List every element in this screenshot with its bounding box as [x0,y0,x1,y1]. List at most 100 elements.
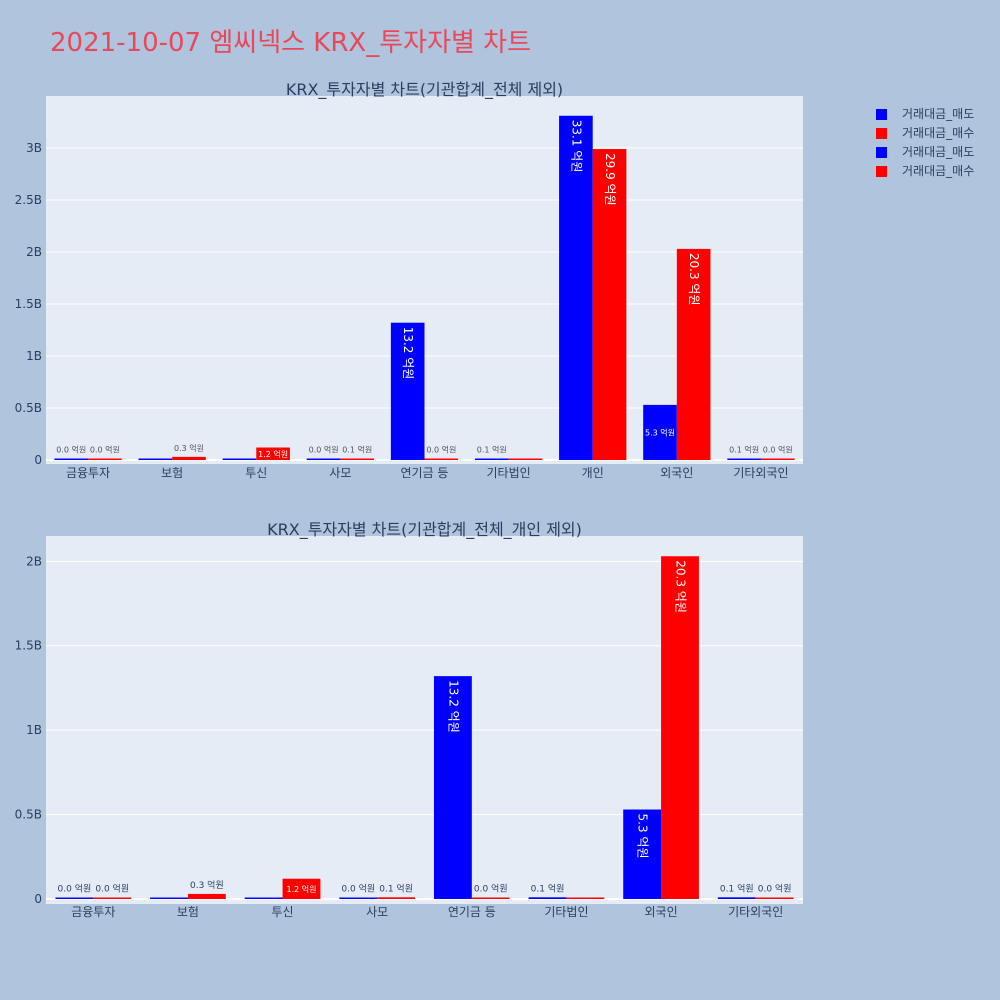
x-tick-label: 외국인 [645,905,678,919]
bar-sell [54,458,89,460]
x-tick-label: 기타외국인 [728,905,783,919]
bar-sell [559,115,593,460]
bar-buy [377,897,416,899]
bar-buy [282,878,321,899]
x-tick-label: 투신 [245,466,267,480]
y-tick-label: 1.5B [15,639,42,653]
bar-sell [433,676,472,899]
x-tick-label: 외국인 [660,466,693,480]
bar-sell [306,458,341,460]
y-tick-label: 2B [26,554,42,568]
data-label: 29.9 억원 [603,153,617,206]
y-tick-label: 0.5B [15,808,42,822]
bar-buy [256,447,290,460]
data-label: 0.1 억원 [379,882,413,894]
data-label: 0.1 억원 [342,445,372,455]
data-label: 5.3 억원 [636,814,650,859]
x-tick-label: 금융투자 [66,466,110,480]
bar-buy [172,456,206,460]
legend-swatch [876,147,887,158]
bar-sell [474,458,509,460]
chart-title: KRX_투자자별 차트(기관합계_전체_개인 제외) [267,520,582,540]
data-label: 0.0 억원 [758,883,792,895]
bar-sell [727,458,761,460]
bar-buy [661,556,699,899]
data-label: 33.1 억원 [569,120,583,173]
legend-label: 거래대금_매도 [902,145,974,159]
bar-sell [55,897,94,899]
data-label: 0.1 억원 [531,882,565,894]
data-label: 0.0 억원 [763,445,793,455]
bar-sell [339,897,378,899]
data-label: 0.1 억원 [729,445,759,455]
data-label: 0.3 억원 [174,443,204,453]
x-tick-label: 개인 [582,466,604,480]
bar-buy [471,897,510,899]
legend-swatch [876,128,887,139]
x-tick-label: 기타법인 [487,466,531,480]
data-label: 0.0 억원 [95,883,129,895]
data-label: 0.0 억원 [426,445,456,455]
y-tick-label: 1B [26,723,42,737]
x-tick-label: 보험 [161,466,183,480]
bar-buy [93,897,132,899]
x-tick-label: 사모 [329,466,351,480]
chart-panel-2: 0 0.5B 1B 1.5B 2B KRX_투자자별 차트(기관합계_전체_개인 제외) 금… [15,520,803,919]
data-label: 20.3 억원 [687,253,701,306]
chart-panel-1: 0 0.5B 1B 1.5B 2B 2.5B 3B KRX_투자자별 차트(기관합계_전체 제… [15,80,803,480]
chart-title: KRX_투자자별 차트(기관합계_전체 제외) [286,80,563,100]
x-tick-label: 보험 [177,905,199,919]
data-label: 20.3 억원 [673,560,687,613]
bar-buy [566,897,605,899]
data-label: 1.2 억원 [258,449,288,459]
y-tick-label: 1.5B [15,297,42,311]
bar-buy [760,458,795,460]
data-label: 0.0 억원 [474,883,508,895]
x-tick-label: 금융투자 [71,905,115,919]
bar-buy [424,458,459,460]
legend-label: 거래대금_매수 [902,164,974,178]
y-tick-label: 1B [26,349,42,363]
data-label: 5.3 억원 [645,427,675,437]
bar-buy [755,897,794,899]
bar-sell [150,897,188,899]
y-tick-label: 0 [34,453,42,467]
data-label: 0.1 억원 [477,445,507,455]
bar-buy [340,458,375,460]
data-label: 13.2 억원 [446,680,460,733]
y-tick-label: 2B [26,245,42,259]
bar-buy [88,458,122,460]
data-label: 0.0 억원 [58,883,92,895]
data-label: 0.0 억원 [56,445,86,455]
x-tick-label: 연기금 등 [448,905,496,919]
bar-sell [623,809,662,899]
x-tick-label: 기타법인 [544,905,588,919]
y-tick-label: 0 [34,892,42,906]
page-title: 2021-10-07 엠씨넥스 KRX_투자자별 차트 [50,28,532,58]
data-label: 0.3 억원 [190,879,224,891]
legend-swatch [876,109,887,120]
y-tick-label: 0.5B [15,401,42,415]
x-tick-label: 사모 [366,905,388,919]
bar-sell [390,322,425,460]
x-tick-label: 기타외국인 [733,466,788,480]
data-label: 0.0 억원 [90,445,120,455]
bar-sell [244,897,283,899]
bar-sell [643,404,677,460]
data-label: 0.0 억원 [341,883,375,895]
bar-sell [717,897,756,899]
bar-sell [528,897,567,899]
y-tick-label: 2.5B [15,193,42,207]
x-tick-label: 연기금 등 [401,466,449,480]
y-tick-label: 3B [26,141,42,155]
bar-buy [187,893,226,899]
bar-buy [676,248,711,460]
bar-buy [592,149,627,461]
data-label: 1.2 억원 [286,884,316,894]
legend-label: 거래대금_매도 [902,107,974,121]
bar-sell [138,458,173,460]
legend-label: 거래대금_매수 [902,126,974,140]
data-label: 13.2 억원 [401,327,415,380]
